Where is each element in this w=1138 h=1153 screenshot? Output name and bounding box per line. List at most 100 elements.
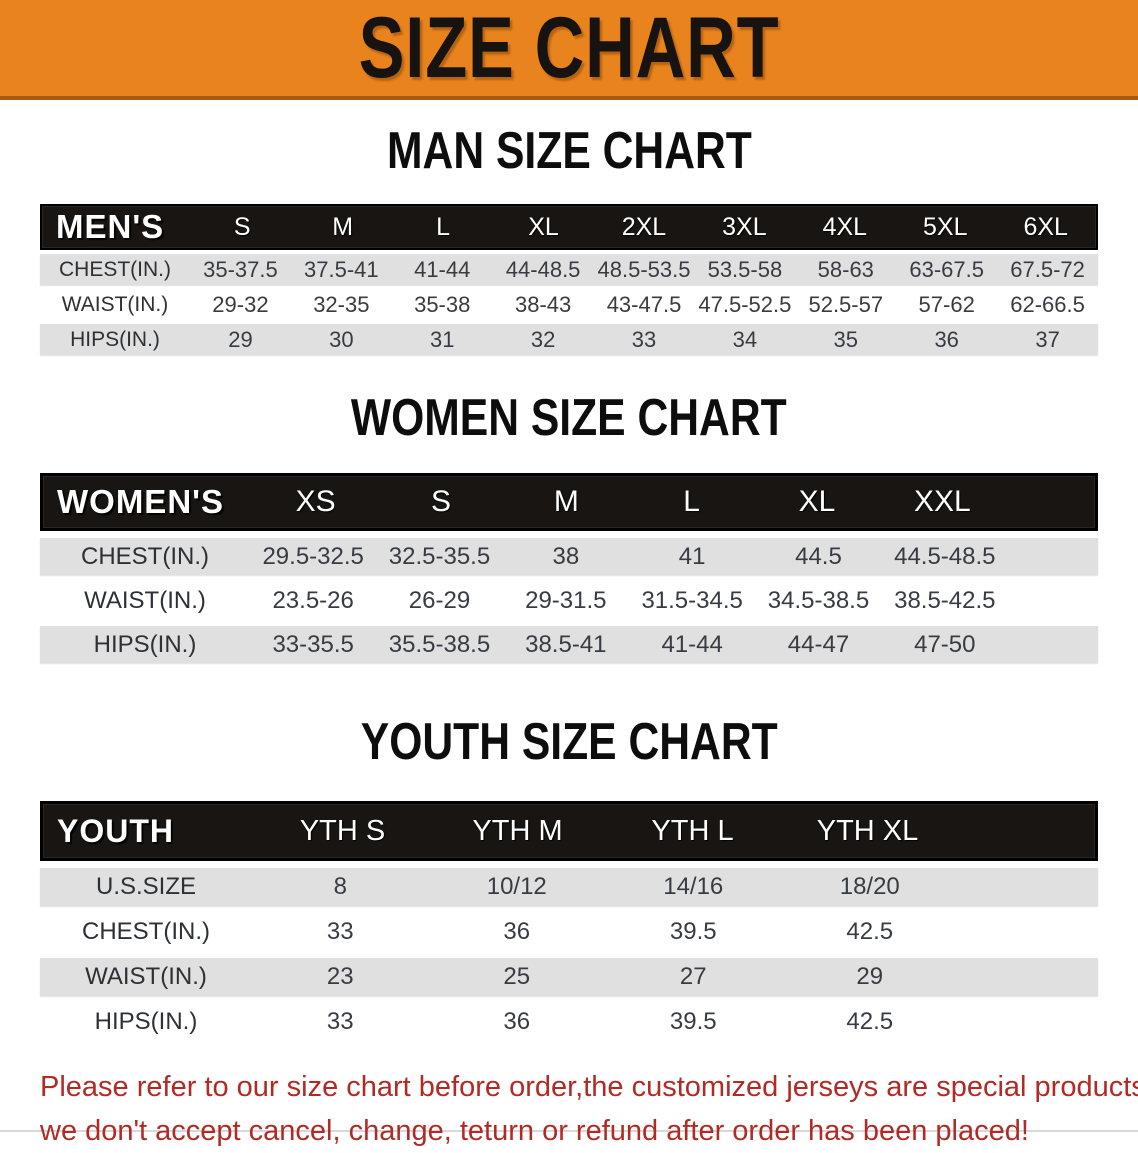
women-section-title: WOMEN SIZE CHART <box>0 389 1138 457</box>
table-cell: 39.5 <box>669 918 717 945</box>
table-cell: 38-43 <box>514 291 572 317</box>
banner: SIZE CHART <box>0 0 1138 100</box>
table-cell: 41-44 <box>661 630 723 658</box>
table-row: WAIST(IN.) 23.5-26 26-29 29-31.5 31.5-34.5 34… <box>40 582 1098 619</box>
table-cell: 27 <box>679 963 707 990</box>
table-cell: 36 <box>503 918 531 945</box>
section-women: WOMEN SIZE CHART WOMEN'S XS S M L XL XXL CHEST(… <box>0 389 1138 663</box>
column-header: S <box>233 212 251 241</box>
column-header: XS <box>295 485 336 518</box>
table-cell: 42.5 <box>846 1008 894 1035</box>
table-row: CHEST(IN.) 33 36 39.5 42.5 <box>40 913 1098 951</box>
disclaimer-line-1: Please refer to our size chart before or… <box>40 1071 1138 1103</box>
row-label: HIPS(IN.) <box>70 327 160 351</box>
table-cell: 38.5-42.5 <box>894 586 996 614</box>
column-header: XL <box>798 485 836 518</box>
row-label: WAIST(IN.) <box>84 586 206 614</box>
section-youth: YOUTH SIZE CHART YOUTH YTH S YTH M YTH L YTH… <box>0 713 1138 1041</box>
table-cell: 33 <box>631 326 657 352</box>
column-header: XXL <box>913 485 971 518</box>
table-cell: 38.5-41 <box>525 630 607 658</box>
men-section-title-text: MAN SIZE CHART <box>386 122 752 180</box>
table-cell: 39.5 <box>669 1008 717 1035</box>
table-cell: 36 <box>503 1008 531 1035</box>
row-label: WAIST(IN.) <box>61 292 169 316</box>
table-cell: 43-47.5 <box>606 291 682 317</box>
table-cell: 26-29 <box>408 586 471 614</box>
section-men: MAN SIZE CHART MEN'S S M L XL 2XL 3XL 4XL 5XL 6XL… <box>0 122 1138 355</box>
column-header: YTH L <box>651 814 734 847</box>
table-cell: 33 <box>326 918 354 945</box>
row-label: HIPS(IN.) <box>94 1008 198 1035</box>
table-cell: 58-63 <box>817 256 874 282</box>
men-size-table: MEN'S S M L XL 2XL 3XL 4XL 5XL 6XL CHEST(IN.) 35-37… <box>40 204 1098 355</box>
row-label: WAIST(IN.) <box>85 963 207 990</box>
table-cell: 44.5 <box>795 542 842 570</box>
table-cell: 44-47 <box>787 630 850 658</box>
table-cell: 33-35.5 <box>272 630 354 658</box>
table-header-label: YOUTH <box>57 812 174 849</box>
table-cell: 37 <box>1035 326 1060 352</box>
table-header-row: MEN'S S M L XL 2XL 3XL 4XL 5XL 6XL <box>40 204 1098 250</box>
column-header: 6XL <box>1023 212 1068 241</box>
women-section-title-text: WOMEN SIZE CHART <box>351 389 787 447</box>
table-row: HIPS(IN.) 33 36 39.5 42.5 <box>40 1003 1098 1041</box>
disclaimer: Please refer to our size chart before or… <box>40 1065 1138 1153</box>
men-section-title: MAN SIZE CHART <box>0 122 1138 190</box>
column-header: M <box>332 212 354 241</box>
table-cell: 34.5-38.5 <box>767 586 870 614</box>
table-cell: 67.5-72 <box>1010 256 1085 282</box>
table-cell: 44-48.5 <box>505 256 581 282</box>
table-cell: 14/16 <box>663 873 724 900</box>
table-cell: 41-44 <box>414 256 471 282</box>
table-cell: 35-37.5 <box>203 256 278 282</box>
column-header: L <box>683 485 700 518</box>
table-cell: 29 <box>228 326 253 352</box>
table-cell: 35.5-38.5 <box>388 630 491 658</box>
table-header-row: WOMEN'S XS S M L XL XXL <box>40 473 1098 531</box>
column-header: 4XL <box>822 212 868 241</box>
table-row: WAIST(IN.) 29-32 32-35 35-38 38-43 43-47.5 47.… <box>40 289 1098 320</box>
table-cell: 52.5-57 <box>808 291 884 317</box>
table-cell: 29-31.5 <box>525 586 607 614</box>
column-header: YTH S <box>299 814 386 847</box>
women-size-table: WOMEN'S XS S M L XL XXL CHEST(IN.) 29.5-32.5 32.5… <box>40 473 1098 663</box>
table-cell: 35-38 <box>414 291 471 317</box>
column-header: YTH XL <box>816 814 919 847</box>
youth-size-table: YOUTH YTH S YTH M YTH L YTH XL U.S.SIZE 8 10/12… <box>40 801 1098 1041</box>
table-row: CHEST(IN.) 29.5-32.5 32.5-35.5 38 41 44.5 44.5… <box>40 538 1098 575</box>
table-cell: 32-35 <box>313 291 370 317</box>
table-cell: 47-50 <box>914 630 976 658</box>
table-header-label: MEN'S <box>56 208 165 245</box>
table-cell: 31 <box>429 326 455 352</box>
table-row: HIPS(IN.) 33-35.5 35.5-38.5 38.5-41 41-44 44-… <box>40 626 1098 663</box>
table-cell: 8 <box>333 873 347 900</box>
table-row: CHEST(IN.) 35-37.5 37.5-41 41-44 44-48.5 48.5… <box>40 254 1098 285</box>
table-cell: 18/20 <box>839 873 900 900</box>
row-label: CHEST(IN.) <box>81 542 209 570</box>
column-header: 5XL <box>923 212 968 241</box>
table-cell: 35 <box>833 326 859 352</box>
row-label: CHEST(IN.) <box>59 257 171 281</box>
table-row: HIPS(IN.) 29 30 31 32 33 34 35 36 37 <box>40 324 1098 355</box>
column-header: 3XL <box>722 212 767 241</box>
table-cell: 44.5-48.5 <box>894 542 996 570</box>
table-cell: 30 <box>329 326 354 352</box>
table-cell: 42.5 <box>846 918 894 945</box>
column-header: 2XL <box>621 212 667 241</box>
table-row: U.S.SIZE 8 10/12 14/16 18/20 <box>40 868 1098 906</box>
table-cell: 33 <box>326 1008 354 1035</box>
table-cell: 29 <box>856 963 884 990</box>
table-cell: 48.5-53.5 <box>597 256 691 282</box>
table-row: WAIST(IN.) 23 25 27 29 <box>40 958 1098 996</box>
table-cell: 37.5-41 <box>304 256 379 282</box>
table-cell: 36 <box>934 326 959 352</box>
table-cell: 62-66.5 <box>1010 291 1085 317</box>
table-cell: 53.5-58 <box>707 256 783 282</box>
disclaimer-line-2: we don't accept cancel, change, teturn o… <box>40 1115 1029 1147</box>
table-header-label: WOMEN'S <box>57 483 225 520</box>
table-cell: 57-62 <box>918 291 975 317</box>
table-cell: 34 <box>732 326 758 352</box>
table-cell: 10/12 <box>486 873 547 900</box>
